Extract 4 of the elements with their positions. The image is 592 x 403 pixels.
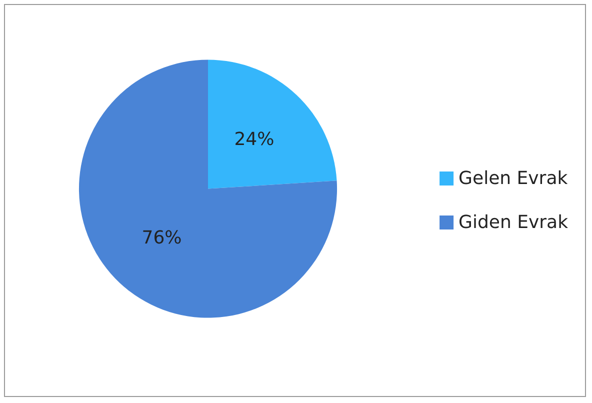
legend-label: Gelen Evrak xyxy=(458,168,568,189)
data-label: 24% xyxy=(234,129,274,150)
legend-label: Giden Evrak xyxy=(458,212,569,233)
data-label: 76% xyxy=(142,227,182,248)
